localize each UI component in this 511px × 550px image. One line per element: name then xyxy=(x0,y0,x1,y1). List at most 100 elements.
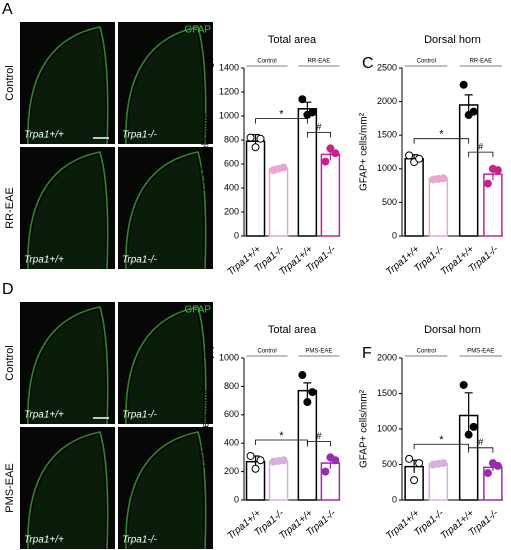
data-point xyxy=(246,451,255,460)
y-tick-label: 1400 xyxy=(219,62,239,72)
genotype-label: Trpa1+/+ xyxy=(24,130,64,141)
data-point xyxy=(256,456,265,465)
stain-label: GFAP xyxy=(184,305,211,316)
tissue-fill xyxy=(29,30,106,144)
data-point xyxy=(439,174,448,183)
data-point xyxy=(331,456,340,465)
data-point xyxy=(464,430,473,439)
data-point xyxy=(483,469,492,478)
significance-label: # xyxy=(478,142,483,152)
group-label: Control xyxy=(257,349,276,355)
bar xyxy=(458,104,479,237)
data-point xyxy=(469,422,478,431)
bar xyxy=(297,108,318,237)
panel-letter: B xyxy=(204,55,215,72)
data-point xyxy=(405,151,414,160)
data-point xyxy=(326,144,335,153)
tissue-edge xyxy=(27,306,109,425)
x-tick-label: Trpa1+/+ xyxy=(439,244,477,278)
y-tick-label: 1000 xyxy=(219,352,239,362)
bar xyxy=(428,178,449,237)
chart-title: Dorsal horn xyxy=(424,34,481,46)
y-tick-label: 800 xyxy=(224,134,239,144)
data-point xyxy=(321,157,330,166)
significance-bracket xyxy=(255,118,308,124)
y-tick-label: 1200 xyxy=(219,86,239,96)
group-label: Control xyxy=(417,59,436,65)
bar xyxy=(268,460,289,501)
stain-label: GFAP xyxy=(184,25,211,36)
genotype-label: Trpa1-/- xyxy=(122,535,157,546)
y-axis-label: GFAP+ cells/mm² xyxy=(201,389,212,468)
panel-letter: F xyxy=(362,345,372,362)
data-point xyxy=(246,133,255,142)
data-point xyxy=(331,149,340,158)
x-tick-label: Trpa1+/+ xyxy=(384,508,422,542)
group-label: RR-EAE xyxy=(308,59,331,65)
tissue-edge xyxy=(125,306,207,425)
significance-bracket xyxy=(413,443,470,450)
significance-label: # xyxy=(316,122,321,132)
data-point xyxy=(483,179,492,188)
data-point xyxy=(279,456,288,465)
y-tick-label: 0 xyxy=(234,230,239,240)
tissue-edge xyxy=(125,151,207,270)
y-tick-label: 200 xyxy=(224,466,239,476)
panel-letter: E xyxy=(204,345,215,362)
significance-bracket xyxy=(306,132,331,138)
data-point xyxy=(415,154,424,163)
y-axis-label: GFAP+ cells/mm² xyxy=(359,389,370,468)
y-tick-label: 400 xyxy=(224,438,239,448)
tissue-edge xyxy=(27,26,109,145)
y-tick-label: 2500 xyxy=(377,62,397,72)
significance-bracket xyxy=(468,151,494,158)
data-point xyxy=(415,459,424,468)
significance-label: * xyxy=(279,109,284,121)
data-point xyxy=(279,163,288,172)
y-tick-label: 500 xyxy=(382,197,397,207)
data-point xyxy=(321,467,330,476)
group-label: Control xyxy=(257,59,276,65)
y-tick-label: 1500 xyxy=(377,388,397,398)
genotype-label: Trpa1+/+ xyxy=(24,410,64,421)
chart-title: Total area xyxy=(268,324,317,336)
group-label: RR-EAE xyxy=(469,59,492,65)
data-point xyxy=(405,454,414,463)
row-label: Control xyxy=(4,345,16,380)
tissue-edge xyxy=(125,26,207,145)
chart-title: Dorsal horn xyxy=(424,324,481,336)
row-label: Control xyxy=(4,65,16,100)
significance-label: * xyxy=(439,129,444,141)
panel-letter: A xyxy=(2,1,13,18)
y-axis-label: GFAP+ cells/mm² xyxy=(201,112,212,191)
group-label: PMS-EAE xyxy=(467,349,494,355)
y-tick-label: 1000 xyxy=(377,163,397,173)
significance-label: * xyxy=(279,430,284,442)
y-tick-label: 600 xyxy=(224,158,239,168)
data-point xyxy=(459,380,468,389)
panel-letter: C xyxy=(362,55,374,72)
row-label: PMS-EAE xyxy=(4,463,16,513)
group-label: Control xyxy=(417,349,436,355)
data-point xyxy=(439,459,448,468)
data-point xyxy=(256,134,265,143)
y-tick-label: 0 xyxy=(234,494,239,504)
data-point xyxy=(251,143,260,152)
error-bar xyxy=(303,382,312,399)
tissue-fill xyxy=(127,30,204,144)
genotype-label: Trpa1+/+ xyxy=(24,255,64,266)
significance-label: * xyxy=(439,434,444,446)
y-tick-label: 0 xyxy=(392,230,397,240)
y-tick-label: 0 xyxy=(392,494,397,504)
genotype-label: Trpa1-/- xyxy=(122,255,157,266)
tissue-fill xyxy=(29,435,106,549)
error-bar xyxy=(464,392,473,439)
tissue-fill xyxy=(127,435,204,549)
data-point xyxy=(459,80,468,89)
row-label: RR-EAE xyxy=(4,187,16,229)
bar xyxy=(268,168,289,237)
panel-letter: D xyxy=(2,281,14,298)
y-tick-label: 800 xyxy=(224,381,239,391)
data-point xyxy=(493,166,502,175)
